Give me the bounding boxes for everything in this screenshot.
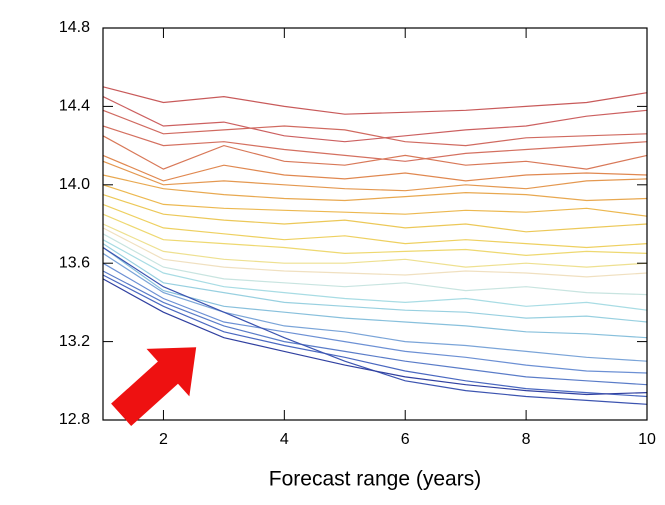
series-line bbox=[102, 109, 648, 147]
x-tick-label: 10 bbox=[638, 431, 656, 448]
y-tick-label: 14.0 bbox=[59, 176, 90, 193]
x-axis-label: Forecast range (years) bbox=[269, 468, 481, 491]
y-tick-label: 14.4 bbox=[59, 98, 90, 115]
series-line bbox=[102, 184, 648, 217]
x-tick-label: 6 bbox=[401, 431, 410, 448]
y-tick-label: 12.8 bbox=[59, 411, 90, 428]
series-line bbox=[102, 270, 648, 386]
series-line bbox=[102, 154, 648, 182]
series-line bbox=[102, 233, 648, 296]
series-line bbox=[102, 194, 648, 233]
series-line bbox=[102, 96, 648, 143]
y-tick-label: 14.8 bbox=[59, 19, 90, 36]
series-line bbox=[102, 125, 648, 162]
series-line bbox=[102, 213, 648, 257]
plot-area bbox=[102, 86, 648, 405]
arrow-annotation bbox=[111, 347, 197, 426]
series-line bbox=[102, 262, 648, 374]
x-tick-label: 4 bbox=[280, 431, 289, 448]
series-line bbox=[102, 227, 648, 278]
series-line bbox=[102, 160, 648, 192]
series-line bbox=[102, 274, 648, 398]
series-line bbox=[102, 135, 648, 170]
series-line bbox=[102, 252, 648, 362]
series-line bbox=[102, 243, 648, 323]
series-line bbox=[102, 239, 648, 311]
y-tick-label: 13.2 bbox=[59, 333, 90, 350]
plot-frame bbox=[102, 27, 648, 421]
series-line bbox=[102, 86, 648, 115]
series-line bbox=[102, 203, 648, 249]
series-line bbox=[102, 223, 648, 268]
x-tick-label: 2 bbox=[159, 431, 168, 448]
series-line bbox=[102, 247, 648, 339]
y-tick-label: 13.6 bbox=[59, 254, 90, 271]
series-line bbox=[102, 174, 648, 202]
series-line bbox=[102, 278, 648, 396]
x-tick-label: 8 bbox=[522, 431, 531, 448]
